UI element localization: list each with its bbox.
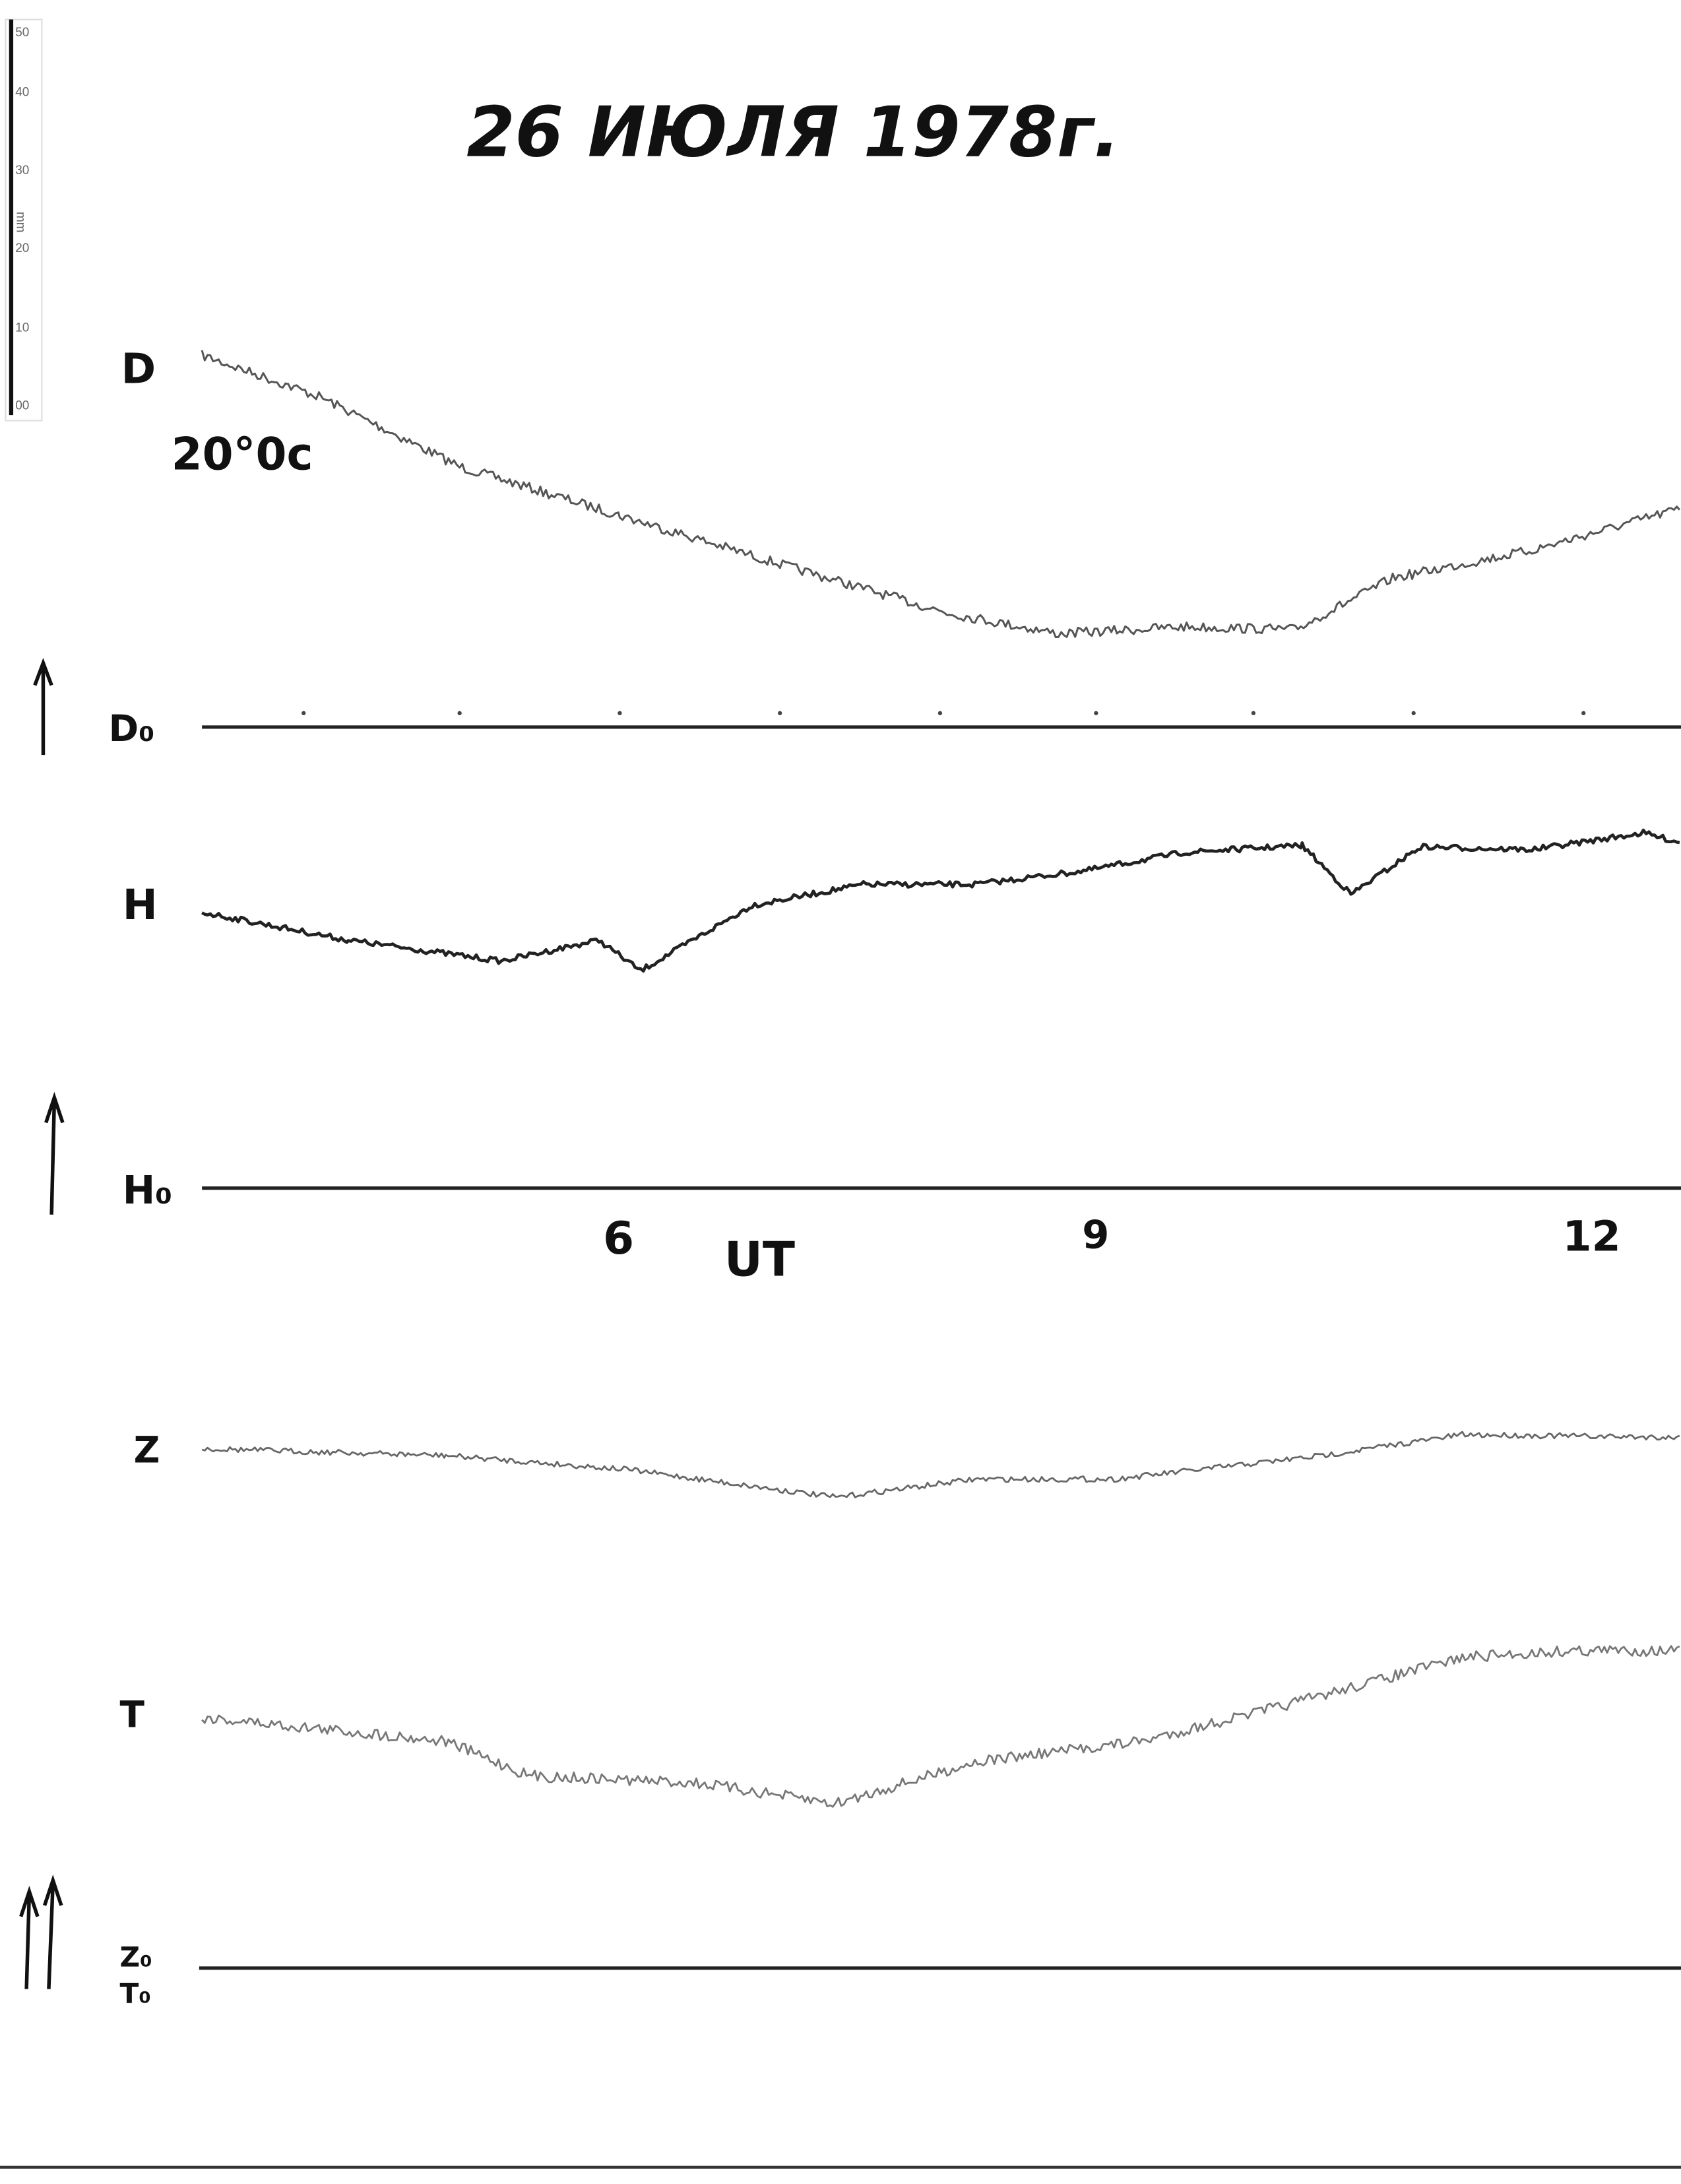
time-mark <box>1094 711 1098 715</box>
ruler-label: 10 <box>15 321 29 335</box>
trace <box>201 350 1680 639</box>
trace-label: T <box>120 1694 145 1736</box>
trace <box>201 1430 1680 1498</box>
ruler-label: 50 <box>15 26 29 40</box>
arrows <box>19 658 65 1989</box>
time-mark <box>778 711 782 715</box>
time-mark <box>301 711 306 715</box>
ruler-label: 40 <box>15 86 29 100</box>
time-mark <box>1251 711 1256 715</box>
trace-label: D <box>121 344 156 393</box>
scale-note: 20°0c <box>172 428 313 480</box>
ruler: 50 40 30 20 10 00 mm <box>5 18 43 422</box>
time-mark <box>618 711 622 715</box>
ruler-label: 30 <box>15 164 29 177</box>
time-mark <box>457 711 462 715</box>
time-tick: 12 <box>1563 1212 1621 1261</box>
arrow <box>42 1875 63 1989</box>
traces <box>201 350 1680 1808</box>
time-mark <box>1411 711 1416 715</box>
trace <box>201 1645 1680 1808</box>
ruler-unit: mm <box>13 212 27 233</box>
trace-label: Z₀ <box>120 1941 152 1974</box>
trace <box>201 828 1680 973</box>
time-mark <box>937 711 943 715</box>
trace-label: Z <box>134 1429 160 1471</box>
trace-label: H <box>123 880 158 929</box>
arrow <box>44 1091 65 1215</box>
trace-label: T₀ <box>120 1977 151 2010</box>
time-tick: 9 <box>1082 1211 1109 1257</box>
ruler-label: 20 <box>15 241 29 255</box>
time-axis-label: UT <box>724 1232 795 1287</box>
ruler-label: 00 <box>15 399 29 413</box>
trace-label: D₀ <box>109 707 155 750</box>
time-mark <box>1581 711 1586 715</box>
arrow <box>19 1886 40 1989</box>
time-tick: 6 <box>603 1212 634 1264</box>
trace-label: H₀ <box>123 1167 172 1213</box>
arrow <box>33 658 53 755</box>
title: 26 ИЮЛЯ 1978г. <box>466 91 1120 172</box>
